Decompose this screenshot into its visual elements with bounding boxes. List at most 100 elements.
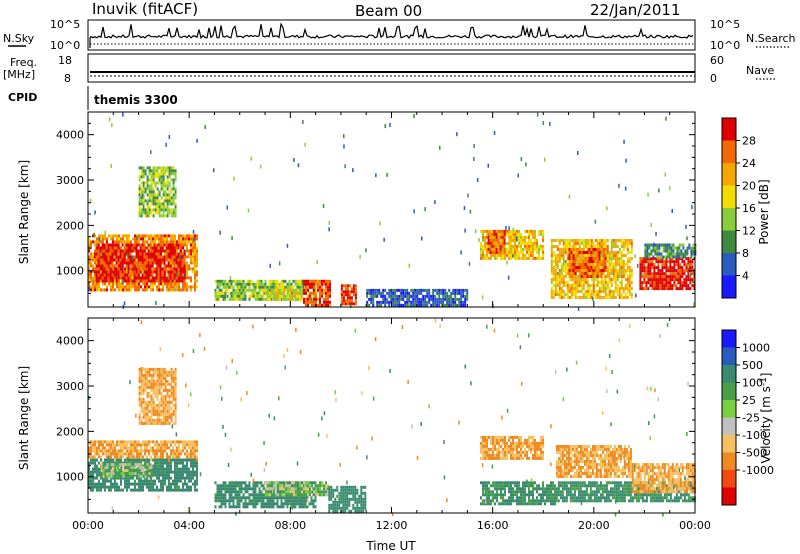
heatmap-cell — [176, 455, 178, 459]
heatmap-cell — [167, 255, 170, 259]
heatmap-cell — [354, 296, 357, 300]
heatmap-cell — [570, 275, 573, 278]
heatmap-cell — [558, 275, 561, 278]
heatmap-cell — [164, 184, 167, 188]
heatmap-cell — [110, 475, 113, 479]
heatmap-cell — [412, 300, 415, 304]
heatmap-cell — [305, 300, 307, 304]
heatmap-cell — [161, 270, 164, 274]
heatmap-cell — [166, 211, 169, 215]
heatmap-cell — [98, 240, 100, 244]
heatmap-cell — [168, 172, 171, 176]
heatmap-cell — [125, 246, 128, 250]
heatmap-cell — [460, 294, 463, 298]
heatmap-cell — [690, 272, 692, 277]
heatmap-cell — [436, 291, 439, 295]
heatmap-cell — [566, 293, 569, 296]
heatmap-cell — [196, 264, 198, 268]
heatmap-cell — [600, 251, 603, 254]
heatmap-cell — [188, 476, 190, 480]
heatmap-cell — [156, 237, 158, 241]
heatmap-cell — [622, 260, 625, 263]
heatmap-cell — [528, 247, 530, 251]
heatmap-cell — [180, 288, 182, 292]
heatmap-cell — [630, 245, 633, 248]
heatmap-cell — [126, 488, 128, 492]
heatmap-cell — [141, 264, 144, 268]
heatmap-cell — [328, 227, 330, 232]
heatmap-cell — [173, 258, 176, 262]
heatmap-cell — [118, 455, 120, 459]
heatmap-cell — [152, 270, 154, 274]
heatmap-cell — [568, 272, 571, 275]
heatmap-cell — [146, 482, 148, 486]
heatmap-cell — [226, 285, 229, 289]
heatmap-cell — [148, 285, 150, 289]
heatmap-cell — [121, 243, 124, 247]
heatmap-cell — [194, 443, 196, 447]
heatmap-cell — [218, 279, 221, 283]
heatmap-cell — [493, 250, 496, 254]
heatmap-cell — [140, 169, 143, 173]
heatmap-cell — [190, 279, 192, 283]
heatmap-cell — [554, 260, 557, 263]
heatmap-cell — [636, 263, 639, 268]
heatmap-cell — [142, 488, 144, 492]
heatmap-cell — [538, 229, 540, 233]
heatmap-cell — [161, 246, 164, 250]
heatmap-cell — [116, 485, 118, 489]
heatmap-cell — [670, 255, 673, 259]
heatmap-cell — [162, 458, 164, 462]
heatmap-cell — [186, 243, 188, 247]
heatmap-cell — [152, 240, 154, 244]
heatmap-cell — [503, 241, 506, 245]
heatmap-cell — [508, 247, 510, 251]
heatmap-cell — [110, 234, 112, 238]
heatmap-cell — [194, 446, 196, 450]
heatmap-cell — [608, 275, 611, 278]
heatmap-cell — [588, 248, 591, 251]
heatmap-cell — [166, 440, 168, 444]
heatmap-cell — [178, 461, 180, 465]
heatmap-cell — [148, 172, 151, 176]
heatmap-cell — [420, 297, 423, 301]
heatmap-cell — [620, 266, 623, 269]
heatmap-cell — [582, 263, 585, 266]
power-colorbar-tick: 12 — [742, 225, 756, 238]
heatmap-cell — [578, 284, 581, 287]
heatmap-cell — [104, 463, 107, 467]
heatmap-cell — [590, 272, 593, 275]
heatmap-cell — [126, 455, 128, 459]
heatmap-cell — [493, 238, 496, 242]
heatmap-cell — [677, 287, 680, 291]
heatmap-cell — [283, 294, 285, 298]
heatmap-cell — [107, 252, 110, 256]
heatmap-cell — [568, 194, 571, 199]
heatmap-cell — [120, 282, 122, 286]
heatmap-cell — [190, 234, 192, 238]
heatmap-cell — [598, 254, 601, 257]
heatmap-cell — [92, 467, 94, 471]
heatmap-cell — [654, 249, 657, 253]
heatmap-cell — [568, 257, 571, 260]
heatmap-cell — [422, 300, 425, 304]
heatmap-cell — [164, 446, 166, 450]
heatmap-cell — [107, 243, 110, 247]
heatmap-cell — [170, 202, 173, 206]
heatmap-cell — [550, 293, 553, 296]
heatmap-cell — [667, 281, 670, 285]
heatmap-cell — [325, 297, 327, 301]
heatmap-cell — [158, 288, 160, 292]
heatmap-cell — [620, 281, 623, 284]
heatmap-cell — [639, 269, 642, 273]
heatmap-cell — [416, 294, 419, 298]
heatmap-cell — [183, 264, 186, 268]
heatmap-cell — [296, 285, 299, 289]
heatmap-cell — [628, 278, 631, 281]
heatmap-cell — [446, 303, 449, 307]
heatmap-cell — [118, 469, 121, 473]
heatmap-cell — [158, 476, 160, 480]
heatmap-cell — [612, 293, 615, 296]
heatmap-cell — [480, 229, 482, 233]
